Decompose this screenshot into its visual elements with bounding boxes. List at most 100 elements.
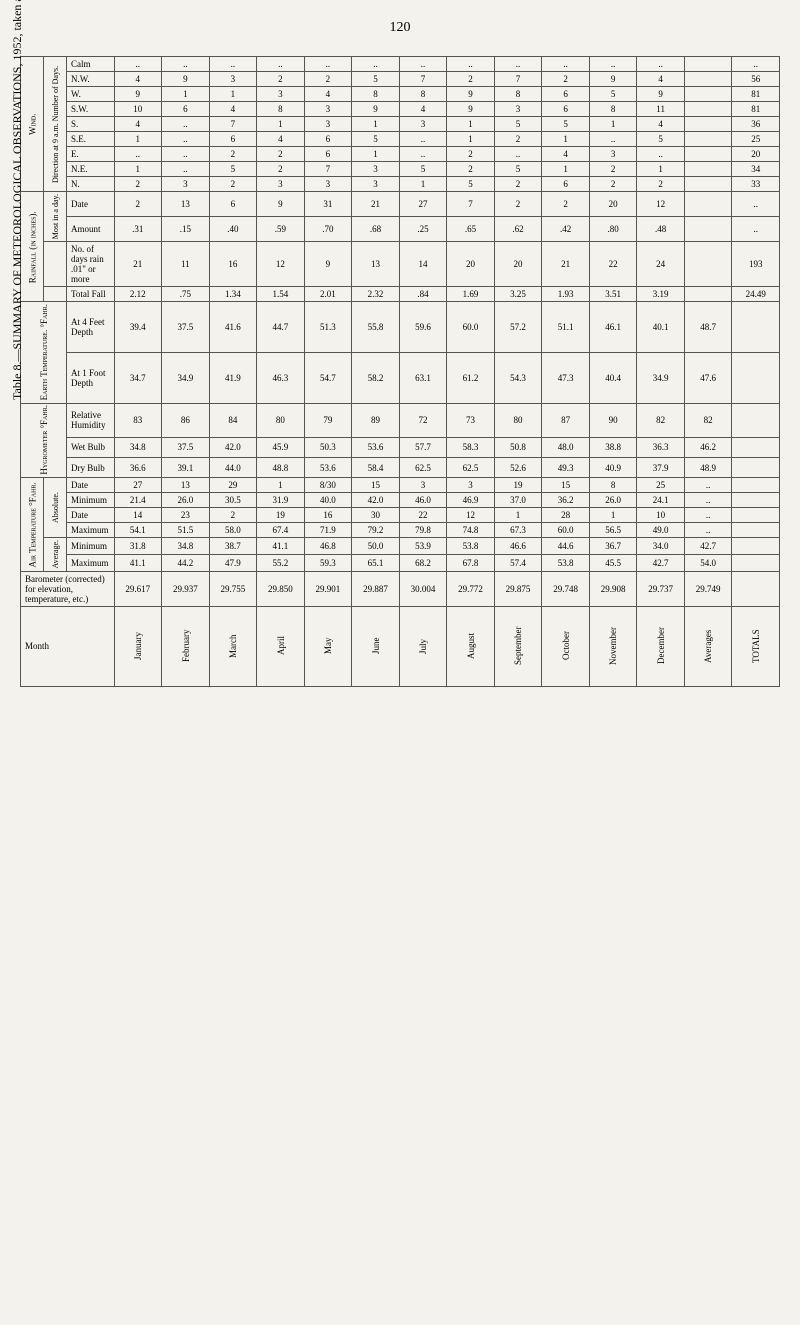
cell: ..: [162, 132, 210, 147]
cell: 1.54: [257, 287, 305, 302]
cell: 2: [257, 147, 305, 162]
cell: 3: [352, 177, 400, 192]
cell: .40: [209, 217, 257, 242]
cell: 29.908: [589, 571, 637, 606]
cell: 1: [494, 508, 542, 523]
cell: 2.01: [304, 287, 352, 302]
cell: 3: [494, 102, 542, 117]
cell: 48.7: [684, 302, 732, 353]
cell: 79.8: [399, 523, 447, 538]
cell: ..: [399, 147, 447, 162]
cell: 1: [257, 478, 305, 493]
cell: 2: [542, 192, 590, 217]
cell: 47.3: [542, 352, 590, 403]
cell: 55.2: [257, 555, 305, 572]
cell: 25: [637, 478, 685, 493]
cell: 26.0: [162, 493, 210, 508]
cell: .25: [399, 217, 447, 242]
cell: 46.1: [589, 302, 637, 353]
cell: 7: [304, 162, 352, 177]
cell: 52.6: [494, 457, 542, 477]
cell: 83: [114, 403, 162, 437]
cell: 8: [494, 87, 542, 102]
cell: 72: [399, 403, 447, 437]
cell: ..: [399, 132, 447, 147]
cell: ..: [684, 493, 732, 508]
cell: 21: [114, 242, 162, 287]
cell: 23: [162, 508, 210, 523]
cell: 2: [447, 147, 495, 162]
cell: 59.3: [304, 555, 352, 572]
wind-row-label: N.W.: [67, 72, 115, 87]
cell: 193: [732, 242, 780, 287]
cell: 41.1: [257, 538, 305, 555]
cell: 8: [257, 102, 305, 117]
cell: 33: [732, 177, 780, 192]
cell: 5: [209, 162, 257, 177]
months-header: Month: [21, 606, 115, 686]
cell: 90: [589, 403, 637, 437]
cell: 26.0: [589, 493, 637, 508]
cell: [684, 72, 732, 87]
cell: 22: [589, 242, 637, 287]
cell: 37.5: [162, 302, 210, 353]
cell: 21: [352, 192, 400, 217]
cell: 34.9: [162, 352, 210, 403]
most-in-day-label: Most in a day.: [44, 192, 67, 242]
cell: 29.755: [209, 571, 257, 606]
cell: 44.6: [542, 538, 590, 555]
cell: 51.1: [542, 302, 590, 353]
cell: ..: [162, 162, 210, 177]
cell: 6: [542, 177, 590, 192]
cell: 2: [494, 177, 542, 192]
cell: 2: [494, 132, 542, 147]
cell: 29.749: [684, 571, 732, 606]
cell: 4: [114, 72, 162, 87]
cell: 1: [399, 177, 447, 192]
cell: 29.901: [304, 571, 352, 606]
cell: 5: [352, 72, 400, 87]
cell: 48.0: [542, 437, 590, 457]
cell: 2.32: [352, 287, 400, 302]
cell: 2: [589, 162, 637, 177]
cell: .31: [114, 217, 162, 242]
cell: 62.5: [399, 457, 447, 477]
cell: 38.8: [589, 437, 637, 457]
cell: .62: [494, 217, 542, 242]
cell: 27: [114, 478, 162, 493]
cell: 29.737: [637, 571, 685, 606]
cell: 16: [304, 508, 352, 523]
cell: 53.6: [304, 457, 352, 477]
cell: 1.93: [542, 287, 590, 302]
cell: 2: [447, 72, 495, 87]
cell: 57.7: [399, 437, 447, 457]
cell: 1: [542, 132, 590, 147]
cell: [732, 478, 780, 493]
cell: 45.5: [589, 555, 637, 572]
cell: 63.1: [399, 352, 447, 403]
month-label: April: [257, 606, 305, 686]
cell: 9: [589, 72, 637, 87]
cell: 1: [114, 132, 162, 147]
cell: 3: [399, 478, 447, 493]
cell: 51.5: [162, 523, 210, 538]
cell: 1: [352, 147, 400, 162]
cell: 11: [162, 242, 210, 287]
cell: 9: [162, 72, 210, 87]
cell: 11: [637, 102, 685, 117]
cell: 53.6: [352, 437, 400, 457]
cell: 2: [114, 192, 162, 217]
cell: 5: [589, 87, 637, 102]
month-label: July: [399, 606, 447, 686]
cell: 80: [494, 403, 542, 437]
cell: 8: [589, 102, 637, 117]
cell: 5: [399, 162, 447, 177]
cell: 14: [114, 508, 162, 523]
cell: [732, 302, 780, 353]
cell: 1: [589, 508, 637, 523]
cell: 39.4: [114, 302, 162, 353]
cell: 13: [162, 478, 210, 493]
cell: 29.850: [257, 571, 305, 606]
cell: 71.9: [304, 523, 352, 538]
cell: .75: [162, 287, 210, 302]
